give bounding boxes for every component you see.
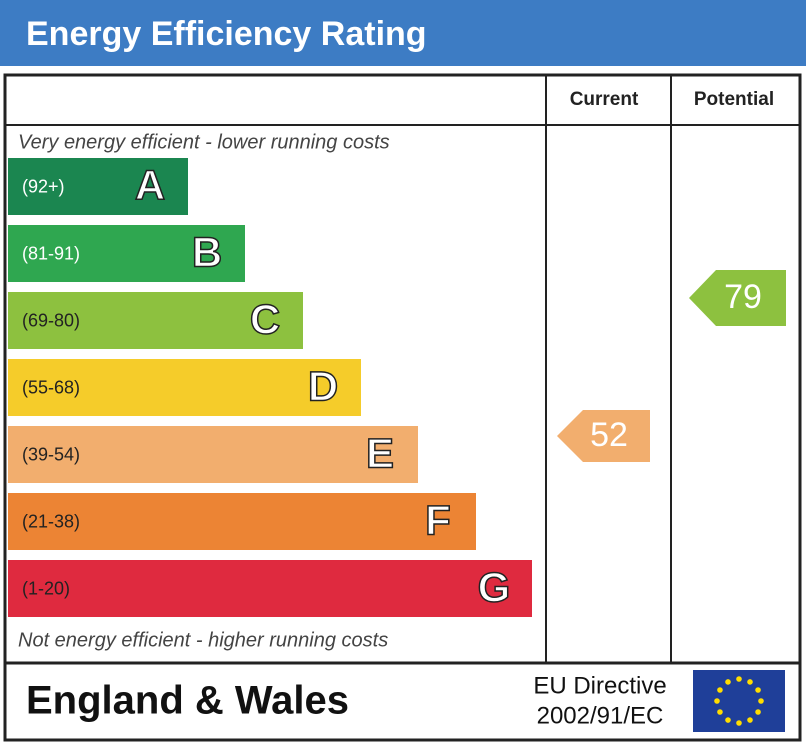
star (725, 679, 731, 685)
star (725, 717, 731, 723)
column-header: Potential (694, 89, 774, 110)
band-range: (69-80) (22, 310, 80, 330)
current-rating: 52 (590, 416, 628, 454)
eu-stars (714, 676, 764, 726)
band-letter: E (366, 430, 394, 477)
band (8, 560, 532, 617)
star (747, 679, 753, 685)
band-letter: G (478, 564, 511, 611)
star (758, 698, 764, 704)
band-range: (81-91) (22, 243, 80, 263)
band-letter: F (425, 497, 451, 544)
band-range: (1-20) (22, 578, 70, 598)
top-note: Very energy efficient - lower running co… (18, 131, 390, 153)
star (714, 698, 720, 704)
star (747, 717, 753, 723)
potential-arrow (689, 270, 786, 326)
band-range: (92+) (22, 176, 65, 196)
frame (3, 73, 802, 742)
bottom-note: Not energy efficient - higher running co… (18, 629, 388, 651)
band-range: (55-68) (22, 377, 80, 397)
column-header: Current (570, 89, 639, 110)
band (8, 493, 476, 550)
current-arrow (557, 410, 650, 462)
band-range: (39-54) (22, 444, 80, 464)
potential-rating: 79 (724, 278, 762, 316)
title: Energy Efficiency Rating (26, 15, 427, 53)
band (8, 292, 303, 349)
band-letter: C (250, 296, 280, 343)
star (755, 709, 761, 715)
region: England & Wales (26, 679, 349, 723)
star (736, 676, 742, 682)
band (8, 359, 361, 416)
band-letter: D (308, 363, 338, 410)
bands: (92+) A (81-91) B (69-80) C (55-68) D (39-54) E (2… (8, 158, 532, 617)
star (755, 687, 761, 693)
star (717, 709, 723, 715)
band-range: (21-38) (22, 511, 80, 531)
directive: EU Directive (533, 672, 666, 699)
band-letter: B (192, 229, 222, 276)
band (8, 158, 188, 215)
star (736, 720, 742, 726)
title-bar (0, 0, 806, 66)
band (8, 225, 245, 282)
star (717, 687, 723, 693)
directive: 2002/91/EC (537, 702, 664, 729)
band (8, 426, 418, 483)
band-letter: A (135, 162, 165, 209)
